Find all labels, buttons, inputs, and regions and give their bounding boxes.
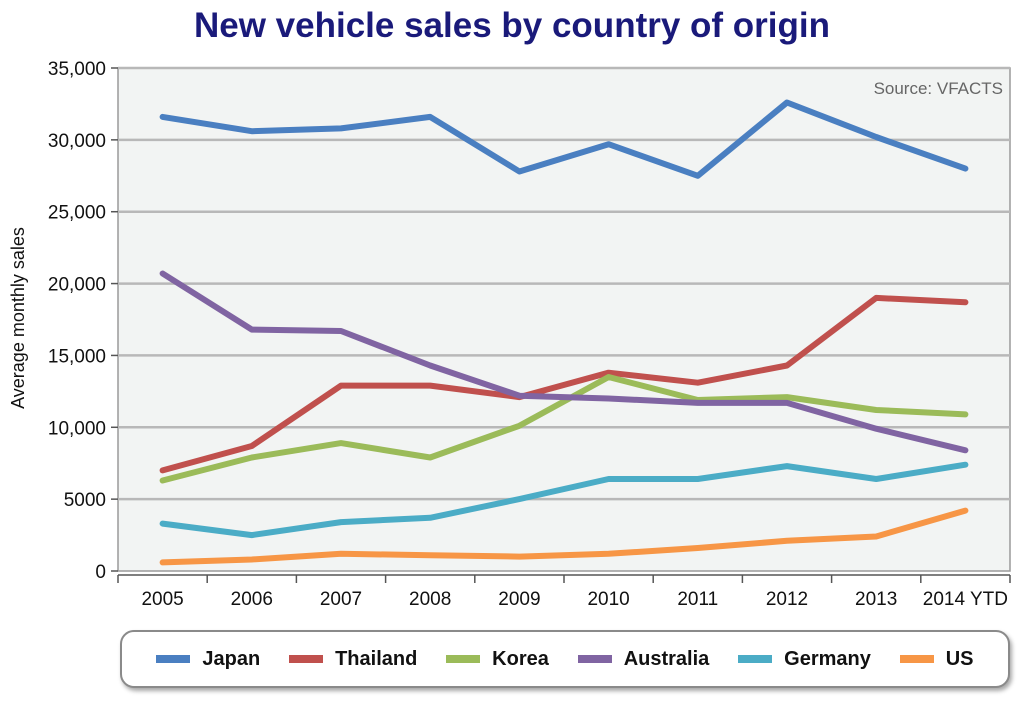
legend-label: Germany xyxy=(784,647,871,670)
legend-swatch xyxy=(446,655,481,663)
series-lines xyxy=(159,99,969,566)
x-tick-label: 2007 xyxy=(320,589,362,610)
series-line-japan xyxy=(159,99,969,179)
legend-item-japan: Japan xyxy=(156,648,260,671)
y-tick-label: 35,000 xyxy=(48,59,106,80)
line-chart: 0 5000 10,000 15,000 20,000 25,000 30,000 35,00… xyxy=(8,59,1011,610)
legend-swatch xyxy=(289,655,324,663)
series-line-korea xyxy=(159,374,969,484)
legend-item-korea: Korea xyxy=(446,648,549,671)
legend-label: Japan xyxy=(202,647,261,670)
series-line-germany xyxy=(159,461,969,539)
legend-swatch xyxy=(738,655,773,663)
x-tick-label: 2008 xyxy=(409,589,451,610)
x-tick-label: 2014 YTD xyxy=(923,589,1008,610)
legend-item-thailand: Thailand xyxy=(289,648,417,671)
legend-label: US xyxy=(945,647,974,670)
x-tick-label: 2006 xyxy=(231,589,273,610)
y-axis-label: Average monthly sales xyxy=(8,227,28,409)
plot-area xyxy=(117,67,1011,572)
legend-label: Australia xyxy=(623,647,710,670)
series-line-us xyxy=(159,507,969,566)
y-tick-label: 0 xyxy=(95,562,106,583)
x-tick-label: 2013 xyxy=(855,589,897,610)
legend-item-germany: Germany xyxy=(738,648,871,671)
y-tick-label: 30,000 xyxy=(48,131,106,152)
legend-label: Thailand xyxy=(335,647,418,670)
chart-title: New vehicle sales by country of origin xyxy=(193,6,830,45)
y-axis: 0 5000 10,000 15,000 20,000 25,000 30,000 35,00… xyxy=(48,59,118,583)
x-tick-label: 2011 xyxy=(677,589,718,610)
x-tick-label: 2012 xyxy=(766,589,808,610)
y-tick-label: 15,000 xyxy=(48,346,106,367)
legend-swatch xyxy=(156,655,191,663)
legend-label: Korea xyxy=(492,647,549,670)
source-label: Source: VFACTS xyxy=(874,79,1003,98)
legend-swatch xyxy=(577,655,612,663)
x-tick-label: 2005 xyxy=(141,589,183,610)
x-axis: 2005 2006 2007 2008 2009 2010 2011 2012 2013 2014… xyxy=(117,574,1011,610)
legend-item-us: US xyxy=(899,647,974,671)
y-tick-label: 20,000 xyxy=(48,275,106,296)
legend-swatch xyxy=(899,655,934,663)
x-tick-label: 2010 xyxy=(587,589,629,610)
y-tick-label: 10,000 xyxy=(48,418,106,439)
series-line-thailand xyxy=(159,294,969,474)
x-tick-label: 2009 xyxy=(498,589,540,610)
grid-lines xyxy=(118,66,1010,501)
legend: Japan Thailand Korea Australia Germany US xyxy=(120,630,1010,688)
y-tick-label: 5000 xyxy=(64,490,106,511)
legend-item-australia: Australia xyxy=(577,647,710,671)
series-line-australia xyxy=(159,270,969,454)
y-tick-label: 25,000 xyxy=(48,203,106,224)
